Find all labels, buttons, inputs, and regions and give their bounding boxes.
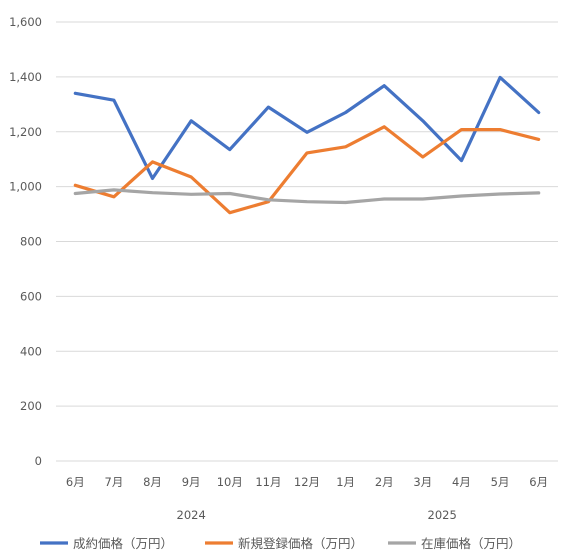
y-tick-label: 1,200 (9, 125, 42, 139)
x-tick-label: 1月 (336, 475, 355, 489)
legend-label-2: 新規登録価格（万円） (238, 536, 363, 551)
x-tick-label: 12月 (294, 475, 320, 489)
x-tick-label: 7月 (105, 475, 124, 489)
x-tick-label: 5月 (491, 475, 510, 489)
x-tick-label: 9月 (182, 475, 201, 489)
series-line-3 (73, 188, 541, 205)
legend-label-3: 在庫価格（万円） (421, 536, 521, 551)
gridlines (56, 21, 558, 462)
x-tick-label: 2月 (375, 475, 394, 489)
x-tick-label: 6月 (529, 475, 548, 489)
series-line-2 (73, 125, 541, 215)
y-tick-label: 600 (20, 289, 42, 303)
x-tick-label: 11月 (255, 475, 281, 489)
x-tick-label: 8月 (143, 475, 162, 489)
x-axis-tick-labels: 6月 7月 8月 9月 10月 11月 12月 1月 2月 3月 4月 5月 6月 (66, 475, 548, 489)
x-axis-year-labels: 2024 2025 (177, 508, 457, 522)
y-tick-label: 1,600 (9, 15, 42, 29)
x-year-label: 2025 (428, 508, 457, 522)
series-lines (73, 75, 541, 215)
y-tick-label: 1,400 (9, 70, 42, 84)
x-tick-label: 6月 (66, 475, 85, 489)
x-tick-label: 4月 (452, 475, 471, 489)
x-year-label: 2024 (177, 508, 206, 522)
y-axis-tick-labels: 0 200 400 600 800 1,000 1,200 1,400 1,600 (9, 15, 42, 468)
y-tick-label: 400 (20, 344, 42, 358)
y-tick-label: 800 (20, 235, 42, 249)
x-tick-label: 10月 (217, 475, 243, 489)
y-tick-label: 1,000 (9, 180, 42, 194)
x-tick-label: 3月 (413, 475, 432, 489)
y-tick-label: 0 (35, 454, 42, 468)
legend-label-1: 成約価格（万円） (73, 536, 173, 551)
series-line-1 (73, 75, 541, 180)
y-tick-label: 200 (20, 399, 42, 413)
legend: 成約価格（万円） 新規登録価格（万円） 在庫価格（万円） (40, 536, 521, 551)
